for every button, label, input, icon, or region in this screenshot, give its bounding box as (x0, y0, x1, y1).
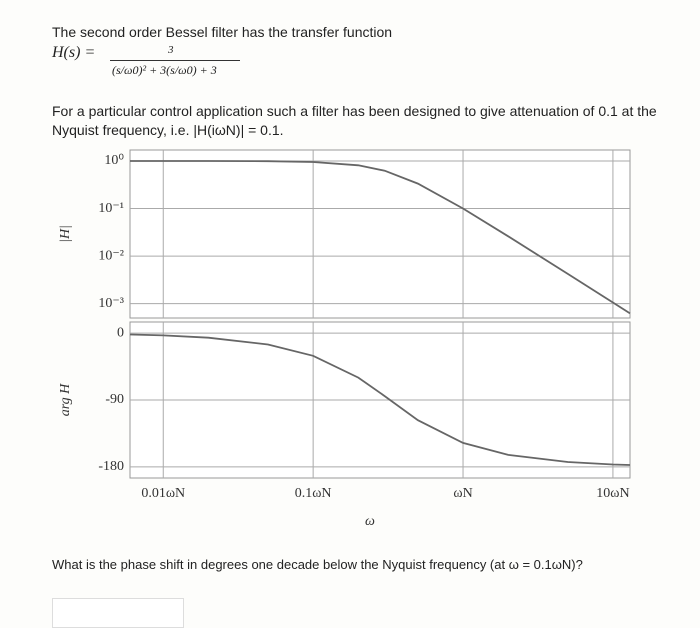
x-axis-label: ω (365, 514, 375, 529)
answer-box[interactable] (52, 598, 184, 628)
x-tick-label: ωN (453, 486, 472, 501)
plot-area (129, 149, 631, 319)
bode-plot: 10⁰ 10⁻¹ 10⁻² 10⁻³ |H| 0 -90 -180 0.01ωN 0.1ωN ωN 1… (58, 149, 631, 529)
curve (130, 160, 631, 315)
paragraph: For a particular control application suc… (52, 103, 657, 138)
x-tick-label: 10ωN (596, 486, 629, 501)
curve (129, 333, 631, 466)
fraction-bar (110, 60, 240, 61)
y-tick-label: 10⁻¹ (98, 201, 124, 216)
y-tick-label: 10⁰ (104, 153, 124, 168)
y-axis-label: arg H (58, 383, 73, 416)
y-tick-label: 0 (117, 325, 124, 340)
denominator: (s/ω0)² + 3(s/ω0) + 3 (112, 63, 217, 77)
y-tick-label: -180 (98, 459, 124, 474)
y-axis-label: |H| (58, 225, 73, 243)
formula-lhs: H(s) = (52, 44, 96, 61)
x-tick-label: 0.1ωN (295, 486, 332, 501)
numerator: 3 (168, 44, 174, 56)
y-tick-label: -90 (105, 392, 124, 407)
y-tick-label: 10⁻² (98, 248, 124, 263)
x-tick-label: 0.01ωN (141, 486, 185, 501)
question: What is the phase shift in degrees one d… (52, 557, 583, 572)
y-tick-label: 10⁻³ (98, 296, 124, 311)
intro: The second order Bessel filter has the t… (52, 24, 393, 40)
